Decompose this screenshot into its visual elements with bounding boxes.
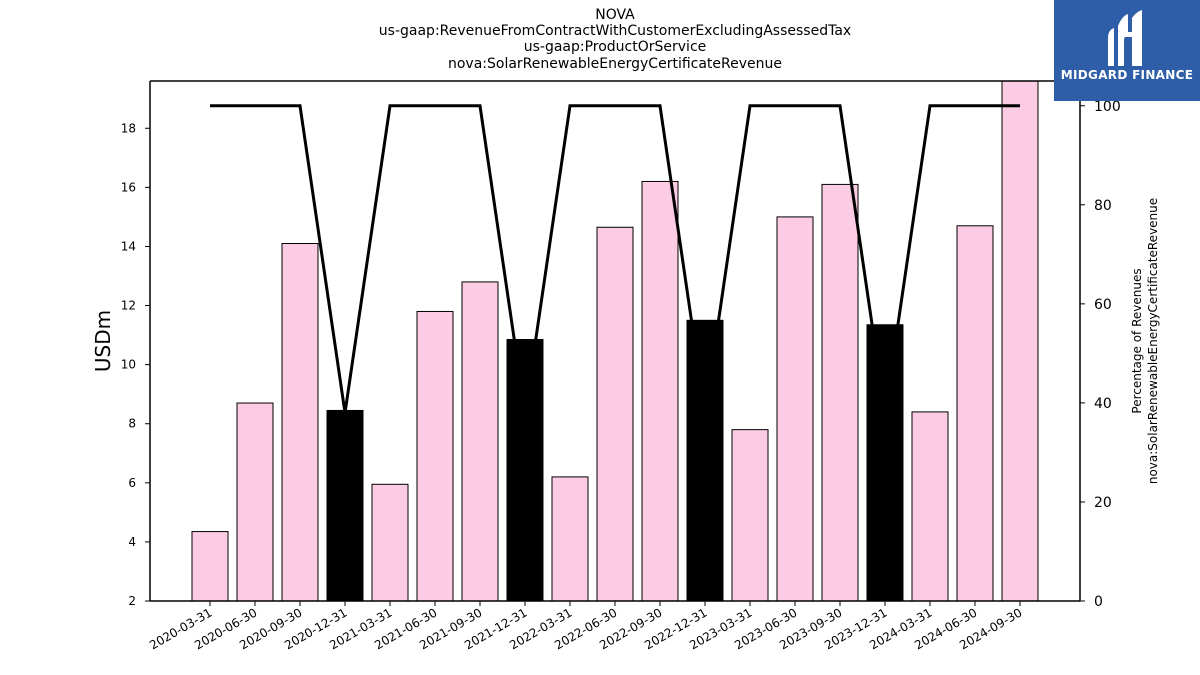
bar — [461, 281, 499, 601]
y2-tick-label: 20 — [1094, 495, 1112, 511]
bar — [371, 483, 409, 601]
chart-subtitle-concept: us-gaap:RevenueFromContractWithCustomerE… — [378, 23, 852, 39]
bar — [821, 183, 859, 601]
y2-tick-label: 80 — [1094, 198, 1112, 214]
bar — [236, 402, 274, 601]
y-tick-label: 8 — [128, 417, 136, 431]
y-tick-label: 16 — [121, 180, 136, 194]
chart-subtitle-member: nova:SolarRenewableEnergyCertificateReve… — [447, 56, 783, 72]
bar — [1001, 81, 1039, 601]
y-tick-label: 6 — [128, 476, 136, 490]
bar — [956, 225, 994, 601]
bar — [686, 319, 724, 601]
bar — [326, 409, 364, 601]
chart-title: NOVA — [595, 7, 635, 23]
y2-tick-label: 100 — [1094, 99, 1121, 115]
y-tick-label: 10 — [121, 358, 136, 372]
bar — [281, 243, 319, 601]
y-tick-label: 2 — [128, 594, 136, 608]
midgard-logo-icon — [1108, 10, 1142, 66]
y-tick-label: 18 — [121, 121, 136, 135]
y2-tick-label: 0 — [1094, 594, 1103, 610]
y2-axis-label: Percentage of Revenues — [1130, 268, 1144, 413]
y2-axis-label: nova:SolarRenewableEnergyCertificateReve… — [1146, 198, 1160, 484]
logo-text: MIDGARD FINANCE — [1060, 68, 1194, 82]
y2-tick-label: 40 — [1094, 396, 1112, 412]
chart-subtitle-axis: us-gaap:ProductOrService — [523, 39, 707, 55]
y2-tick-label: 60 — [1094, 297, 1112, 313]
bar — [911, 411, 949, 601]
bar — [731, 429, 769, 601]
percentage-line — [210, 104, 1020, 414]
bar — [641, 180, 679, 601]
midgard-finance-logo: MIDGARD FINANCE — [1054, 0, 1200, 101]
y-tick-label: 14 — [121, 239, 136, 253]
bar — [776, 216, 814, 601]
y-axis-label: USDm — [91, 310, 115, 372]
bar — [551, 476, 589, 601]
y-tick-label: 12 — [121, 299, 136, 313]
bar — [596, 226, 634, 601]
bar — [866, 324, 904, 601]
bar — [191, 531, 229, 601]
bar — [506, 339, 544, 601]
bar — [416, 310, 454, 601]
y-tick-label: 4 — [128, 535, 136, 549]
